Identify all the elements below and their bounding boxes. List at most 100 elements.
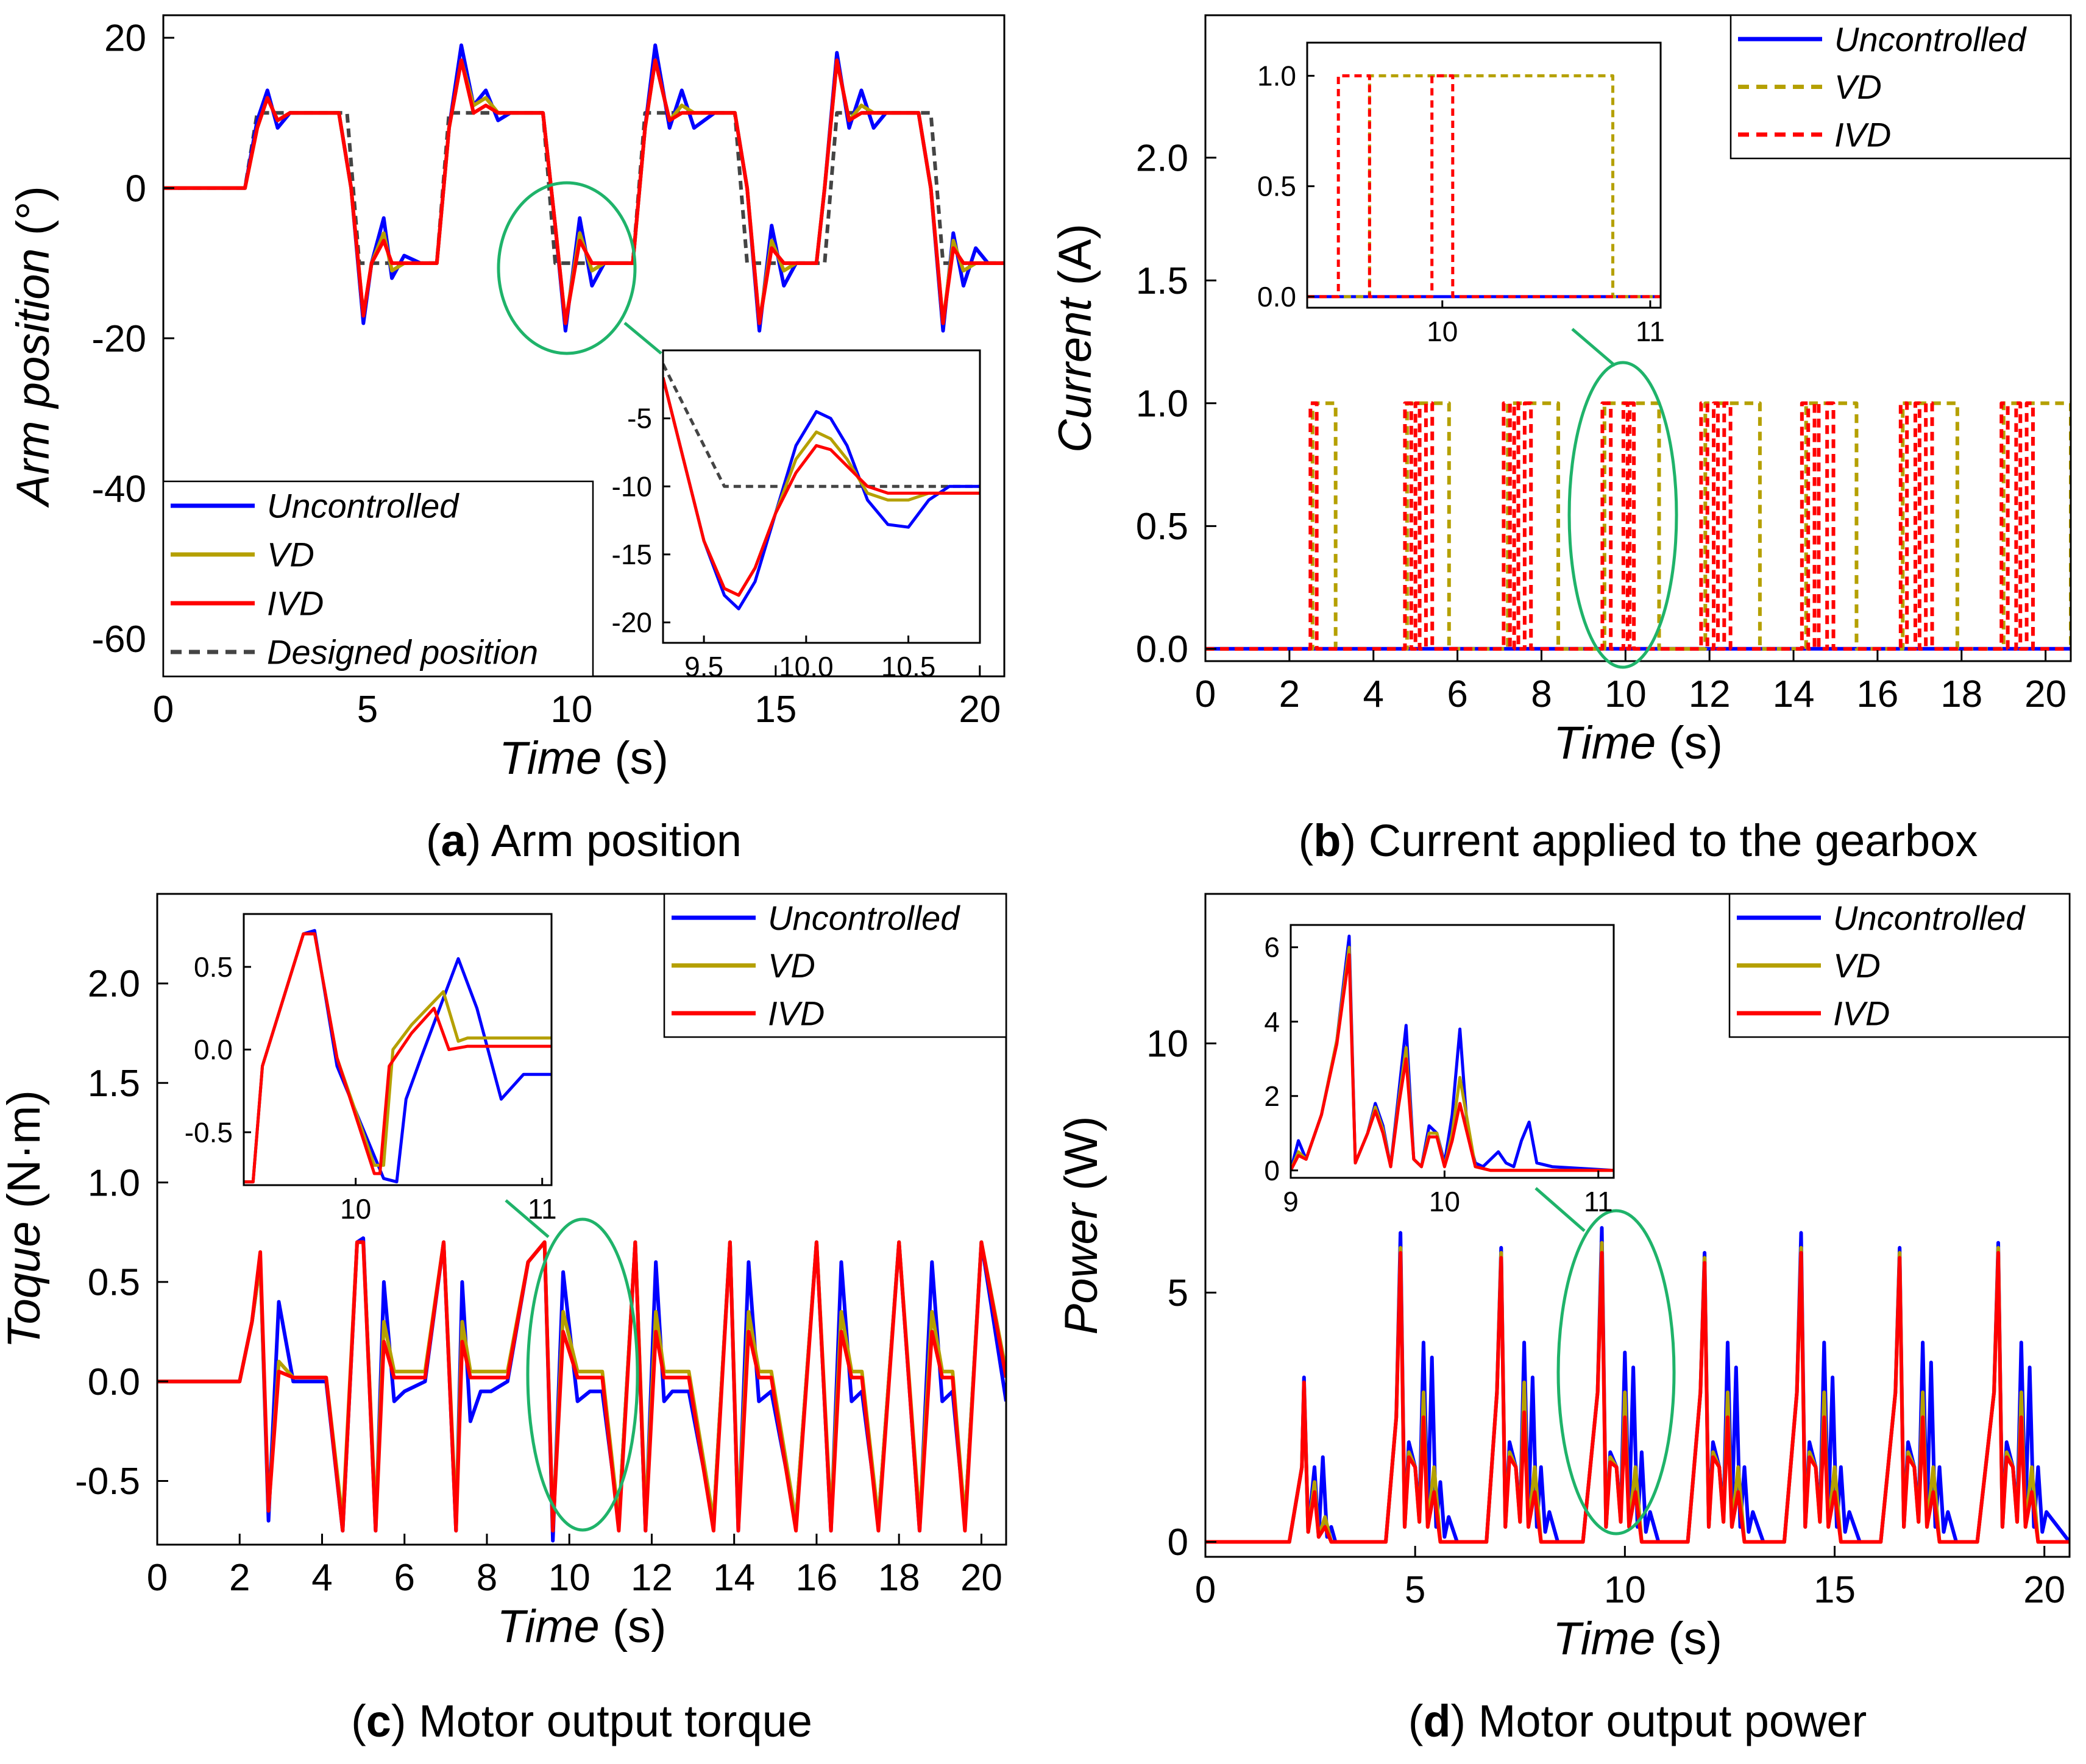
panel-d-ytick-label: 0 bbox=[1168, 1521, 1188, 1564]
panel-c-ylabel-name: Toque bbox=[0, 1221, 50, 1348]
panel-b-inset-xtick-label: 10 bbox=[1427, 316, 1458, 347]
panel-b-inset-bg bbox=[1307, 43, 1661, 308]
panel-b-legend-label: IVD bbox=[1834, 115, 1891, 154]
panel-a-inset-xtick-label: 9.5 bbox=[684, 651, 723, 682]
panel-a-inset-bg bbox=[663, 350, 980, 643]
panel-c-xtick-label: 20 bbox=[960, 1557, 1002, 1599]
panel-d-ylabel-unit: (W) bbox=[1055, 1116, 1107, 1203]
panel-d-inset-ytick-label: 2 bbox=[1264, 1080, 1280, 1112]
panel-a-xtick-label: 0 bbox=[153, 689, 174, 731]
panel-b-inset-ytick-label: 0.5 bbox=[1257, 171, 1296, 202]
panel-a-caption-text: ) Arm position bbox=[466, 815, 742, 866]
panel-c-zoom-connector bbox=[505, 1199, 550, 1238]
panel-c-plot-area bbox=[157, 1236, 1006, 1543]
panel-a-series-ivd bbox=[163, 58, 1004, 325]
panel-b-plot-area bbox=[1205, 401, 2071, 651]
panel-b-xtick-label: 8 bbox=[1531, 673, 1552, 715]
panel-a-ylabel-unit: (°) bbox=[7, 186, 59, 248]
panel-c-caption-open: ( bbox=[351, 1696, 366, 1746]
panel-a: 0 5 10 15 20 -60 -40 -20 0 20 Time (s) Arm position… bbox=[7, 14, 1006, 866]
panel-c-xlabel: Time (s) bbox=[497, 1601, 667, 1652]
panel-d-ylabel-name: Power bbox=[1055, 1202, 1107, 1334]
panel-d-inset-plot-area bbox=[1291, 934, 1614, 1172]
panel-b-inset-xtick-label: 11 bbox=[1636, 316, 1665, 347]
panel-c-legend-label: VD bbox=[768, 946, 815, 985]
panel-d-zoom-connector bbox=[1534, 1187, 1586, 1232]
panel-d-ytick-label: 10 bbox=[1146, 1023, 1188, 1065]
panel-d-inset-ytick-label: 4 bbox=[1264, 1006, 1280, 1038]
panel-a-legend-label: IVD bbox=[267, 584, 324, 623]
panel-b-xlabel-unit: (s) bbox=[1656, 717, 1723, 769]
panel-c-inset-ytick-label: -0.5 bbox=[185, 1116, 233, 1148]
panel-b-xtick-label: 14 bbox=[1773, 673, 1815, 715]
panel-d-legend-label: Uncontrolled bbox=[1833, 899, 2026, 937]
panel-c-inset-xtick-label: 11 bbox=[528, 1193, 557, 1225]
panel-b-zoom-ellipse bbox=[1567, 361, 1678, 669]
panel-b-ytick-label: 2.0 bbox=[1136, 137, 1188, 179]
panel-c-ytick-label: -0.5 bbox=[75, 1461, 140, 1503]
panel-b-ytick-label: 1.5 bbox=[1136, 260, 1188, 302]
panel-d-xtick-label: 0 bbox=[1195, 1569, 1216, 1611]
panel-c-xtick-label: 2 bbox=[229, 1557, 250, 1599]
panel-c-caption-text: ) Motor output torque bbox=[391, 1696, 812, 1746]
panel-c-inset-ytick-label: 0.0 bbox=[194, 1034, 233, 1066]
panel-b-xtick-label: 2 bbox=[1279, 673, 1300, 715]
panel-b-ytick-label: 1.0 bbox=[1136, 383, 1188, 425]
panel-b-ytick-label: 0.0 bbox=[1136, 629, 1188, 671]
panel-a-inset-ytick-label: -20 bbox=[612, 607, 652, 639]
panel-c-xtick-label: 0 bbox=[147, 1557, 168, 1599]
panel-a-plot-area bbox=[163, 43, 1004, 333]
panel-a-caption: (a) Arm position bbox=[426, 815, 742, 866]
panel-c-xtick-label: 4 bbox=[311, 1557, 332, 1599]
panel-a-inset-series-ivd bbox=[663, 377, 980, 597]
panel-b-xtick-label: 18 bbox=[1940, 673, 1982, 715]
panel-c-frame bbox=[156, 893, 1007, 1546]
panel-d-inset-ytick-label: 0 bbox=[1264, 1155, 1280, 1186]
panel-d-inset-series-uncontrolled bbox=[1291, 934, 1614, 1172]
panel-a-xtick-label: 5 bbox=[357, 689, 378, 731]
panel-a-inset-xtick-label: 10.5 bbox=[881, 651, 936, 682]
panel-d-inset-series-ivd bbox=[1291, 953, 1614, 1172]
panel-a-caption-open: ( bbox=[426, 815, 441, 866]
panel-c-xtick-label: 18 bbox=[878, 1557, 920, 1599]
panel-c-legend-label: Uncontrolled bbox=[768, 899, 960, 937]
panel-a-inset-series-uncontrolled bbox=[663, 377, 980, 611]
panel-c-inset-bg bbox=[244, 914, 552, 1185]
panel-c-inset-xtick-label: 10 bbox=[340, 1193, 371, 1225]
panel-a-xtick-label: 10 bbox=[550, 689, 592, 731]
panel-b-xtick-label: 12 bbox=[1689, 673, 1731, 715]
panel-a-legend-label: Designed position bbox=[267, 633, 538, 671]
panel-c-xtick-label: 14 bbox=[713, 1557, 755, 1599]
panel-c-caption: (c) Motor output torque bbox=[351, 1696, 812, 1746]
panel-d-frame bbox=[1204, 893, 2071, 1558]
panel-d-caption-text: ) Motor output power bbox=[1451, 1696, 1867, 1746]
panel-c-ytick-label: 0.0 bbox=[88, 1361, 140, 1403]
panel-b-xtick-label: 4 bbox=[1363, 673, 1383, 715]
panel-b-caption-letter: b bbox=[1313, 815, 1341, 866]
panel-d-ylabel: Power (W) bbox=[1055, 1116, 1107, 1335]
panel-b-xtick-label: 20 bbox=[2024, 673, 2066, 715]
panel-d-caption-open: ( bbox=[1408, 1696, 1424, 1746]
panel-a-caption-letter: a bbox=[441, 815, 467, 866]
panel-d-xtick-label: 20 bbox=[2023, 1569, 2065, 1611]
panel-c-xtick-label: 6 bbox=[394, 1557, 414, 1599]
panel-b-xtick-label: 6 bbox=[1447, 673, 1467, 715]
panel-a-xtick-label: 20 bbox=[959, 689, 1001, 731]
panel-b-caption: (b) Current applied to the gearbox bbox=[1299, 815, 1978, 866]
panel-a-xlabel: Time (s) bbox=[499, 732, 669, 784]
panel-b-ytick-label: 0.5 bbox=[1136, 506, 1188, 548]
panel-a-zoom-connector bbox=[623, 322, 662, 355]
panel-c-xlabel-name: Time bbox=[497, 1601, 600, 1652]
panel-d-xtick-label: 5 bbox=[1405, 1569, 1425, 1611]
panel-a-legend-label: VD bbox=[267, 536, 314, 574]
panel-d-plot-area bbox=[1205, 1226, 2070, 1544]
panel-a-inset-ytick-label: -5 bbox=[627, 403, 652, 434]
panel-c-inset-series-ivd bbox=[244, 932, 552, 1184]
panel-c: 0 2 4 6 8 10 12 14 16 18 20 -0.5 0.0 0.5 1.0 1.5 2.0 Time… bbox=[0, 893, 1007, 1746]
panel-a-legend-box bbox=[162, 480, 594, 678]
panel-b-xtick-label: 10 bbox=[1605, 673, 1647, 715]
panel-a-inset-ytick-label: -15 bbox=[612, 539, 652, 570]
panel-a-ylabel: Arm position (°) bbox=[7, 186, 59, 508]
panel-c-ylabel: Toque (N·m) bbox=[0, 1090, 50, 1348]
